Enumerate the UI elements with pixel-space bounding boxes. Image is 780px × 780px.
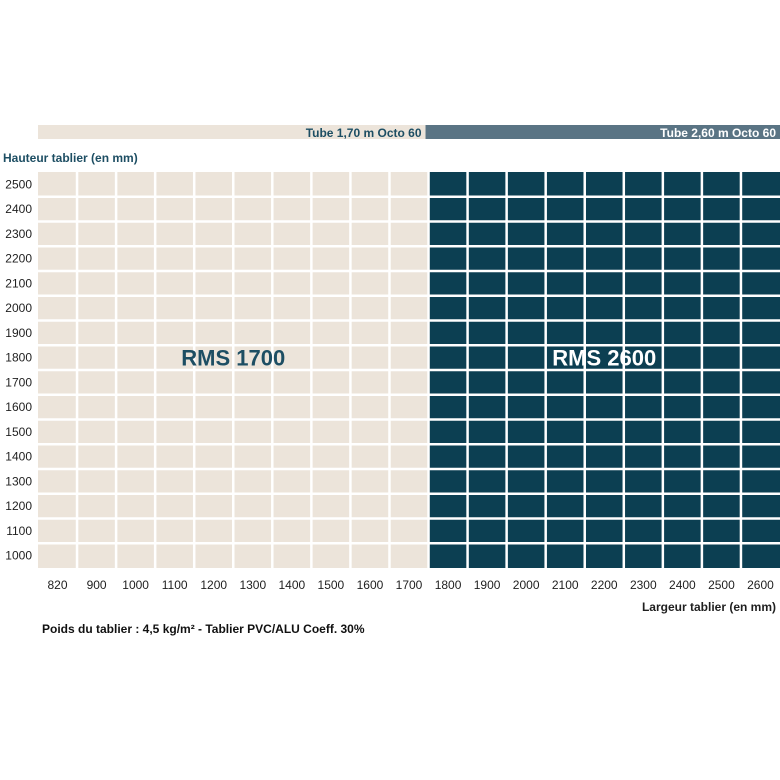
y-tick-label: 2500 bbox=[5, 177, 32, 191]
x-tick-label: 900 bbox=[87, 578, 107, 592]
y-tick-label: 2300 bbox=[5, 227, 32, 241]
y-tick-label: 1300 bbox=[5, 474, 32, 488]
x-tick-label: 1900 bbox=[474, 578, 501, 592]
x-tick-label: 2300 bbox=[630, 578, 657, 592]
x-tick-label: 2400 bbox=[669, 578, 696, 592]
x-tick-label: 2600 bbox=[747, 578, 774, 592]
x-tick-label: 1400 bbox=[278, 578, 305, 592]
y-tick-label: 1200 bbox=[5, 499, 32, 513]
tube-bars: Tube 1,70 m Octo 60 Tube 2,60 m Octo 60 bbox=[38, 125, 780, 140]
x-tick-label: 2100 bbox=[552, 578, 579, 592]
y-tick-label: 1000 bbox=[5, 549, 32, 563]
y-axis-title: Hauteur tablier (en mm) bbox=[3, 151, 138, 165]
tube-label-rms-1700: Tube 1,70 m Octo 60 bbox=[306, 126, 422, 140]
y-tick-label: 1700 bbox=[5, 375, 32, 389]
tube-bar-rms-1700 bbox=[38, 125, 426, 139]
y-tick-label: 1800 bbox=[5, 351, 32, 365]
y-tick-label: 1900 bbox=[5, 326, 32, 340]
grid bbox=[38, 172, 780, 568]
region-label-rms-1700: RMS 1700 bbox=[181, 346, 285, 371]
x-tick-label: 1000 bbox=[122, 578, 149, 592]
x-tick-label: 1500 bbox=[318, 578, 345, 592]
y-tick-label: 1600 bbox=[5, 400, 32, 414]
region-label-rms-2600: RMS 2600 bbox=[552, 346, 656, 371]
y-tick-label: 1100 bbox=[6, 524, 32, 538]
x-tick-label: 2000 bbox=[513, 578, 540, 592]
x-tick-label: 1600 bbox=[357, 578, 384, 592]
x-tick-label: 820 bbox=[48, 578, 68, 592]
tube-label-rms-2600: Tube 2,60 m Octo 60 bbox=[660, 126, 776, 140]
footnote: Poids du tablier : 4,5 kg/m² - Tablier P… bbox=[42, 622, 365, 636]
x-axis-title: Largeur tablier (en mm) bbox=[642, 600, 776, 614]
y-tick-label: 1400 bbox=[5, 450, 32, 464]
y-tick-label: 2400 bbox=[5, 202, 32, 216]
y-tick-label: 2000 bbox=[5, 301, 32, 315]
x-tick-label: 2500 bbox=[708, 578, 735, 592]
x-tick-label: 1800 bbox=[435, 578, 462, 592]
x-tick-label: 1700 bbox=[396, 578, 423, 592]
y-ticks: 2500 2400 2300 2200 2100 2000 1900 1800 1700 1600… bbox=[5, 177, 32, 562]
y-tick-label: 2200 bbox=[5, 252, 32, 266]
x-tick-label: 1100 bbox=[162, 578, 188, 592]
tube-bar-rms-2600 bbox=[425, 125, 780, 139]
x-tick-label: 1200 bbox=[200, 578, 227, 592]
x-tick-label: 2200 bbox=[591, 578, 618, 592]
y-tick-label: 1500 bbox=[5, 425, 32, 439]
region-labels: RMS 1700 RMS 2600 bbox=[181, 346, 656, 371]
x-ticks: 820 900 1000 1100 1200 1300 1400 1500 1600 1700 18… bbox=[48, 578, 775, 592]
x-tick-label: 1300 bbox=[239, 578, 266, 592]
y-tick-label: 2100 bbox=[5, 276, 32, 290]
